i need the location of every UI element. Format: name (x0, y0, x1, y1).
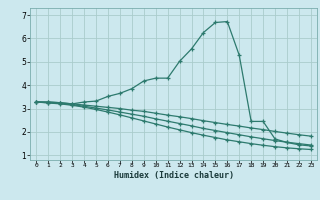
X-axis label: Humidex (Indice chaleur): Humidex (Indice chaleur) (114, 171, 234, 180)
